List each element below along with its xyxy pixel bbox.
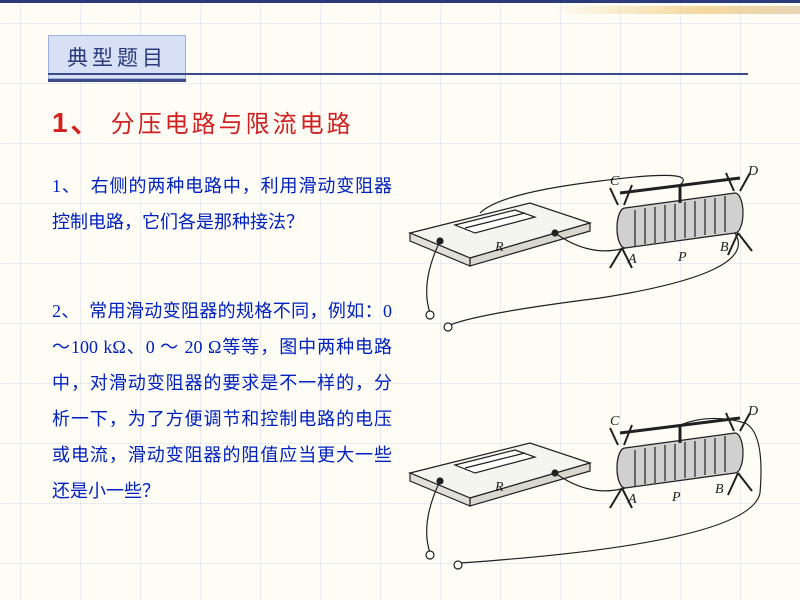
label-B-2: B: [715, 482, 724, 497]
label-D: D: [747, 164, 758, 179]
section-title: 1、 分压电路与限流电路: [52, 101, 354, 141]
label-D-2: D: [747, 404, 758, 419]
circuit-diagram-2: R A P B C D: [400, 403, 770, 578]
paragraph-1: 1、 右侧的两种电路中，利用滑动变阻器控制电路，它们各是那种接法？: [52, 168, 392, 240]
header-tab-label: 典型题目: [67, 46, 167, 70]
label-C: C: [610, 174, 620, 189]
header-underline: [48, 73, 748, 75]
label-R-2: R: [494, 480, 504, 495]
label-C-2: C: [610, 414, 620, 429]
label-P-2: P: [671, 490, 681, 505]
label-B: B: [720, 240, 729, 255]
label-A-2: A: [627, 492, 637, 507]
circuit-diagram-1: R A P B C D: [400, 163, 770, 338]
section-title-text: 分压电路与限流电路: [111, 112, 354, 138]
section-number: 1、: [52, 107, 102, 138]
label-A: A: [627, 252, 637, 267]
top-accent-bar: [550, 6, 800, 14]
label-P: P: [677, 250, 687, 265]
label-R: R: [494, 240, 504, 255]
paragraph-2: 2、 常用滑动变阻器的规格不同，例如：0～100 kΩ、0 ～ 20 Ω等等，图…: [52, 293, 392, 509]
